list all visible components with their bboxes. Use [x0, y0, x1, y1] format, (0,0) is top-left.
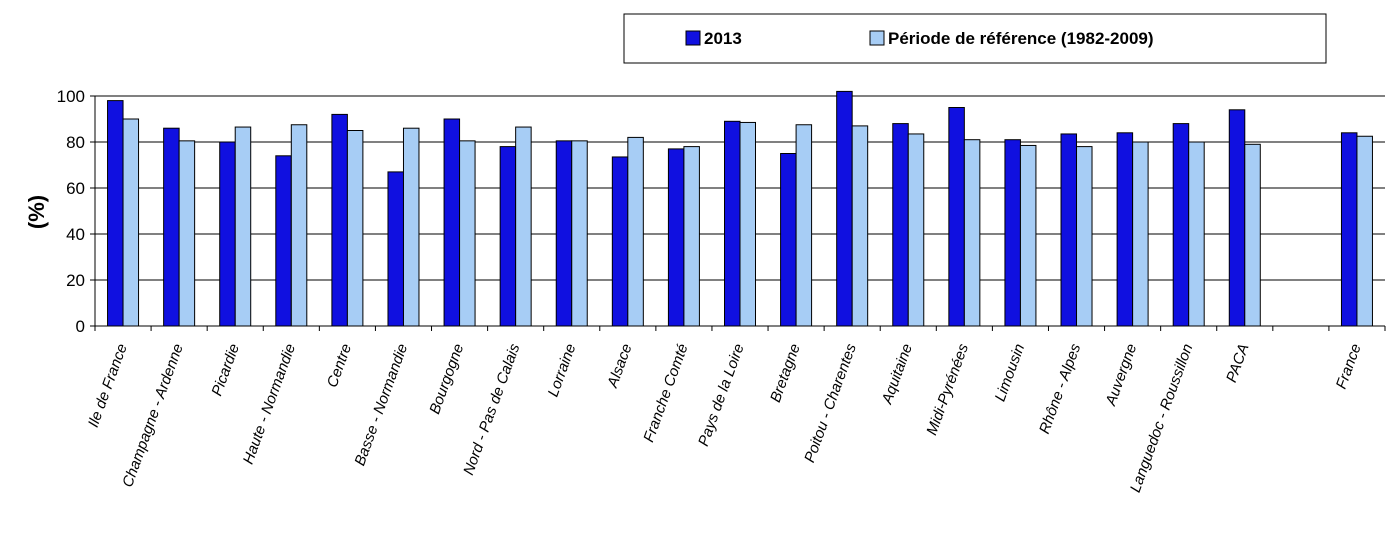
bar-alsace-reference — [627, 136, 644, 327]
bar-picardie-2013 — [219, 141, 236, 327]
bar-alsace-2013 — [611, 156, 629, 327]
bar-champagne-ardenne-reference — [178, 140, 196, 327]
bar-rhone-alpes-2013 — [1060, 133, 1078, 327]
category-label-languedoc-roussillon: Languedoc - Roussillon — [1127, 342, 1197, 495]
category-label-alsace: Alsace — [604, 342, 636, 391]
bar-aquitaine-reference — [907, 133, 925, 327]
bar-centre-reference — [346, 130, 364, 327]
bar-ile-de-france-2013 — [107, 100, 124, 327]
category-label-bretagne: Bretagne — [767, 342, 804, 405]
legend-frame — [623, 13, 1327, 64]
category-label-bourgogne: Bourgogne — [426, 342, 467, 417]
bar-limousin-reference — [1019, 144, 1037, 327]
bar-rhone-alpes-reference — [1076, 146, 1093, 327]
category-label-centre: Centre — [324, 342, 355, 390]
bar-haute-normandie-2013 — [275, 155, 292, 327]
bar-pays-de-la-loire-reference — [739, 121, 756, 327]
category-label-auvergne: Auvergne — [1102, 342, 1140, 409]
bar-nord-pas-de-calais-reference — [515, 126, 532, 327]
bar-poitou-charentes-2013 — [836, 90, 853, 327]
legend-swatch-reference-period — [869, 30, 885, 46]
axes — [94, 96, 1386, 331]
bar-champagne-ardenne-2013 — [163, 127, 180, 327]
bar-ile-de-france-reference — [122, 118, 140, 327]
bar-france-2013 — [1340, 132, 1358, 327]
bar-bretagne-reference — [795, 124, 813, 327]
y-axis-title: (%) — [24, 195, 49, 229]
bar-auvergne-2013 — [1116, 132, 1134, 327]
bar-bretagne-2013 — [780, 153, 797, 327]
bar-languedoc-roussillon-2013 — [1172, 123, 1190, 327]
bar-franche-comte-2013 — [667, 148, 685, 327]
y-tick-label-0: 0 — [76, 317, 85, 336]
bar-bourgogne-2013 — [443, 118, 461, 327]
y-tick-labels: 0 20 40 60 80 100 — [57, 87, 95, 336]
bar-poitou-charentes-reference — [851, 125, 869, 327]
category-label-champagne-ardenne: Champagne - Ardenne — [119, 342, 187, 490]
category-label-haute-normandie: Haute - Normandie — [240, 342, 299, 467]
legend-swatch-2013 — [685, 30, 701, 46]
category-label-midi-pyrenees: Midi-Pyrénées — [923, 341, 972, 437]
category-label-limousin: Limousin — [992, 342, 1029, 404]
y-tick-label-40: 40 — [66, 225, 85, 244]
bar-lorraine-reference — [571, 140, 588, 327]
bar-haute-normandie-reference — [290, 124, 308, 327]
category-label-poitou-charentes: Poitou - Charentes — [801, 341, 860, 465]
category-label-nord-pas-de-calais: Nord - Pas de Calais — [460, 341, 523, 477]
bar-pays-de-la-loire-2013 — [724, 120, 741, 327]
y-tick-label-80: 80 — [66, 133, 85, 152]
bar-centre-2013 — [331, 113, 348, 327]
category-label-lorraine: Lorraine — [545, 342, 580, 400]
y-tick-label-60: 60 — [66, 179, 85, 198]
y-tick-label-20: 20 — [66, 271, 85, 290]
category-label-rhone-alpes: Rhône - Alpes — [1036, 341, 1084, 436]
bars — [107, 90, 1373, 327]
y-tick-label-100: 100 — [57, 87, 85, 106]
bar-picardie-reference — [234, 126, 252, 327]
bar-basse-normandie-reference — [402, 127, 420, 327]
bar-midi-pyrenees-2013 — [948, 107, 965, 327]
bar-aquitaine-2013 — [892, 123, 909, 327]
bar-auvergne-reference — [1132, 141, 1149, 327]
bar-franche-comte-reference — [683, 146, 700, 327]
legend-label-2013: 2013 — [704, 29, 742, 48]
legend: 2013 Période de référence (1982-2009) — [623, 13, 1327, 64]
bar-paca-2013 — [1228, 109, 1246, 327]
bar-bourgogne-reference — [459, 140, 476, 327]
bar-basse-normandie-2013 — [387, 171, 404, 327]
category-label-france: France — [1333, 342, 1365, 392]
bar-limousin-2013 — [1004, 139, 1021, 327]
category-label-picardie: Picardie — [208, 342, 243, 399]
bar-france-reference — [1356, 135, 1373, 327]
bar-paca-reference — [1244, 143, 1261, 327]
bar-lorraine-2013 — [555, 140, 573, 327]
bar-nord-pas-de-calais-2013 — [499, 146, 517, 327]
category-label-basse-normandie: Basse - Normandie — [351, 342, 411, 468]
category-label-paca: PACA — [1223, 342, 1253, 385]
category-label-franche-comte: Franche Comté — [640, 342, 691, 445]
category-label-pays-de-la-loire: Pays de la Loire — [695, 342, 748, 449]
category-label-aquitaine: Aquitaine — [878, 342, 916, 408]
bar-languedoc-roussillon-reference — [1188, 141, 1205, 327]
legend-label-reference-period: Période de référence (1982-2009) — [888, 29, 1154, 48]
category-label-ile-de-france: Ile de France — [85, 342, 131, 430]
bar-midi-pyrenees-reference — [963, 139, 981, 327]
